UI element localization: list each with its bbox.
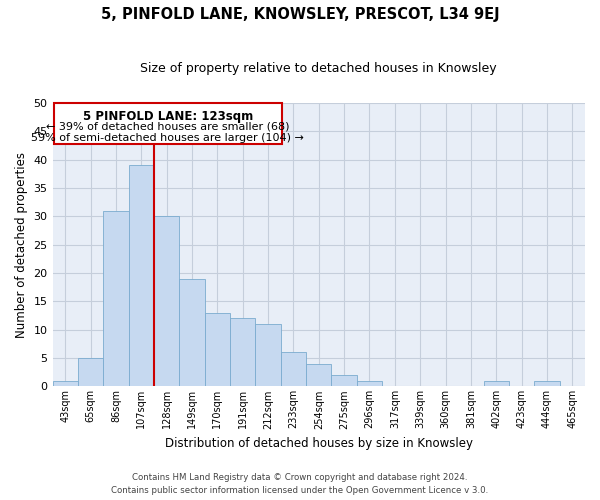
Title: Size of property relative to detached houses in Knowsley: Size of property relative to detached ho… [140,62,497,76]
Bar [331,375,357,386]
Text: 59% of semi-detached houses are larger (104) →: 59% of semi-detached houses are larger (… [31,132,304,142]
Bar [306,364,331,386]
Text: ← 39% of detached houses are smaller (68): ← 39% of detached houses are smaller (68… [46,121,290,131]
Text: 5 PINFOLD LANE: 123sqm: 5 PINFOLD LANE: 123sqm [83,110,253,123]
Bar [230,318,256,386]
Bar [357,380,382,386]
Bar [179,278,205,386]
Text: Contains HM Land Registry data © Crown copyright and database right 2024.
Contai: Contains HM Land Registry data © Crown c… [112,474,488,495]
Bar [281,352,306,386]
Bar [154,216,179,386]
Y-axis label: Number of detached properties: Number of detached properties [15,152,28,338]
Bar [78,358,103,386]
Bar [128,166,154,386]
Bar [53,380,78,386]
Text: 5, PINFOLD LANE, KNOWSLEY, PRESCOT, L34 9EJ: 5, PINFOLD LANE, KNOWSLEY, PRESCOT, L34 … [101,8,499,22]
FancyBboxPatch shape [54,103,282,144]
Bar [205,312,230,386]
Bar [534,380,560,386]
Bar [103,210,128,386]
Bar [484,380,509,386]
X-axis label: Distribution of detached houses by size in Knowsley: Distribution of detached houses by size … [165,437,473,450]
Bar [256,324,281,386]
